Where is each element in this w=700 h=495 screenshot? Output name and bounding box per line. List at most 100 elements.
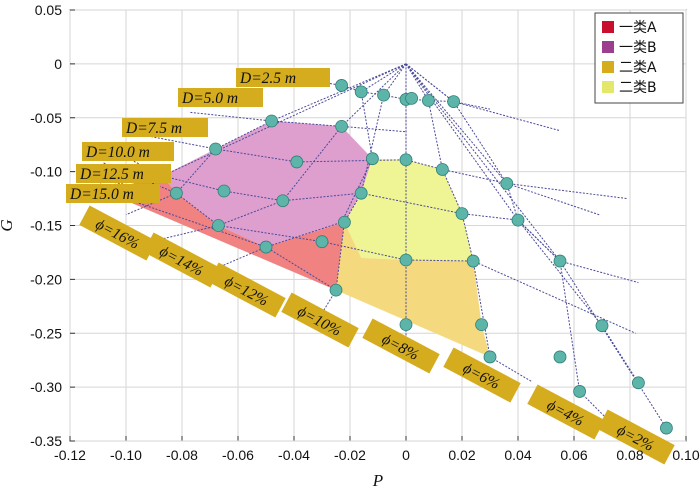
- x-tick-label: 0.04: [504, 447, 531, 463]
- data-point: [399, 318, 413, 332]
- legend-swatch: [602, 61, 614, 73]
- region-polygon: [344, 158, 474, 262]
- data-point: [377, 88, 391, 102]
- data-points: [97, 79, 673, 435]
- x-tick-label: -0.08: [166, 447, 198, 463]
- data-point: [365, 152, 379, 166]
- data-point: [399, 153, 413, 167]
- tick-labels: -0.12 -0.10 -0.08 -0.06 -0.04 -0.02 0 0.02 0.04 0…: [30, 2, 700, 463]
- d-label: D=7.5 m: [125, 120, 182, 137]
- data-point: [217, 184, 231, 198]
- data-point: [500, 177, 514, 190]
- x-tick-label: -0.06: [222, 447, 254, 463]
- x-tick-label: -0.12: [54, 447, 86, 463]
- data-point: [315, 235, 329, 249]
- x-tick-label: 0.10: [672, 447, 699, 463]
- data-point: [259, 240, 273, 254]
- data-point: [354, 85, 368, 99]
- d-label-box: [122, 118, 208, 137]
- d-label: D=5.0 m: [181, 90, 238, 107]
- series-line: [405, 63, 600, 216]
- d-label-box: [82, 142, 174, 161]
- region-polygon: [103, 175, 345, 291]
- data-point: [632, 376, 645, 390]
- phi-label-box: [362, 318, 440, 374]
- x-tick-label: 0.02: [448, 447, 475, 463]
- data-point: [335, 119, 349, 133]
- phi-label-box: [527, 384, 605, 440]
- data-point: [421, 94, 435, 107]
- data-point: [290, 155, 304, 169]
- data-point: [553, 254, 567, 268]
- data-point: [405, 91, 419, 105]
- data-point: [511, 213, 525, 227]
- phi-label-box: [79, 205, 157, 261]
- x-tick-label: -0.04: [278, 447, 310, 463]
- data-point: [483, 350, 497, 364]
- x-tick-label: -0.02: [334, 447, 366, 463]
- legend-swatch: [602, 81, 614, 93]
- x-tick-label: 0.08: [616, 447, 643, 463]
- y-tick-label: -0.35: [30, 433, 62, 449]
- legend-label: 二类A: [619, 60, 657, 76]
- data-point: [399, 253, 413, 267]
- y-tick-label: -0.25: [30, 325, 62, 341]
- d-label: D=15.0 m: [69, 186, 134, 203]
- d-label: D=2.5 m: [239, 70, 296, 87]
- legend-label: 二类B: [619, 80, 657, 96]
- x-tick-label: 0.06: [560, 447, 587, 463]
- y-tick-label: -0.30: [30, 379, 62, 395]
- phi-label-box: [597, 409, 675, 465]
- data-point: [335, 79, 349, 92]
- data-point: [573, 385, 586, 398]
- y-tick-label: 0: [54, 56, 62, 72]
- series-line: [315, 63, 407, 323]
- y-tick-label: -0.15: [30, 218, 62, 234]
- data-point: [329, 283, 343, 297]
- x-axis-label: P: [372, 471, 383, 490]
- legend-swatch: [602, 21, 614, 33]
- d-label-box: [236, 68, 330, 87]
- x-tick-label: -0.10: [110, 447, 142, 463]
- data-point: [169, 186, 183, 200]
- series-line: [243, 68, 491, 110]
- data-point: [265, 114, 279, 128]
- data-point: [337, 215, 351, 229]
- series-line: [111, 149, 639, 284]
- y-axis-label: G: [0, 219, 16, 231]
- data-point: [466, 254, 480, 268]
- data-point: [354, 186, 368, 200]
- data-point: [209, 142, 223, 156]
- d-label: D=12.5 m: [79, 166, 144, 183]
- data-point: [553, 350, 567, 364]
- data-point: [447, 95, 461, 108]
- phi-label-box: [143, 232, 221, 288]
- data-point: [276, 194, 290, 208]
- series-line: [83, 63, 407, 191]
- data-point: [660, 421, 673, 435]
- d-label-box: [66, 184, 160, 203]
- series-line: [190, 111, 407, 133]
- d-label-box: [178, 88, 263, 107]
- d-label-box: [76, 164, 171, 183]
- data-point: [595, 319, 609, 333]
- y-tick-label: -0.05: [30, 110, 62, 126]
- d-label: D=10.0 m: [85, 144, 150, 161]
- data-point: [211, 219, 225, 232]
- phi-label-box: [281, 292, 359, 348]
- phi-label: ϕ=14%: [143, 232, 221, 288]
- data-point: [475, 318, 489, 332]
- phi-label-box: [443, 347, 521, 403]
- legend-label: 一类A: [619, 20, 657, 36]
- phi-label-box: [208, 262, 286, 318]
- x-tick-label: 0: [402, 447, 410, 463]
- legend: 一类A 一类B 二类A 二类B: [594, 12, 684, 104]
- y-tick-label: 0.05: [35, 2, 62, 18]
- data-point: [435, 163, 449, 176]
- data-point: [455, 207, 469, 221]
- y-tick-label: -0.20: [30, 271, 62, 287]
- legend-swatch: [602, 41, 614, 53]
- y-tick-label: -0.10: [30, 164, 62, 180]
- region-polygon: [336, 222, 490, 357]
